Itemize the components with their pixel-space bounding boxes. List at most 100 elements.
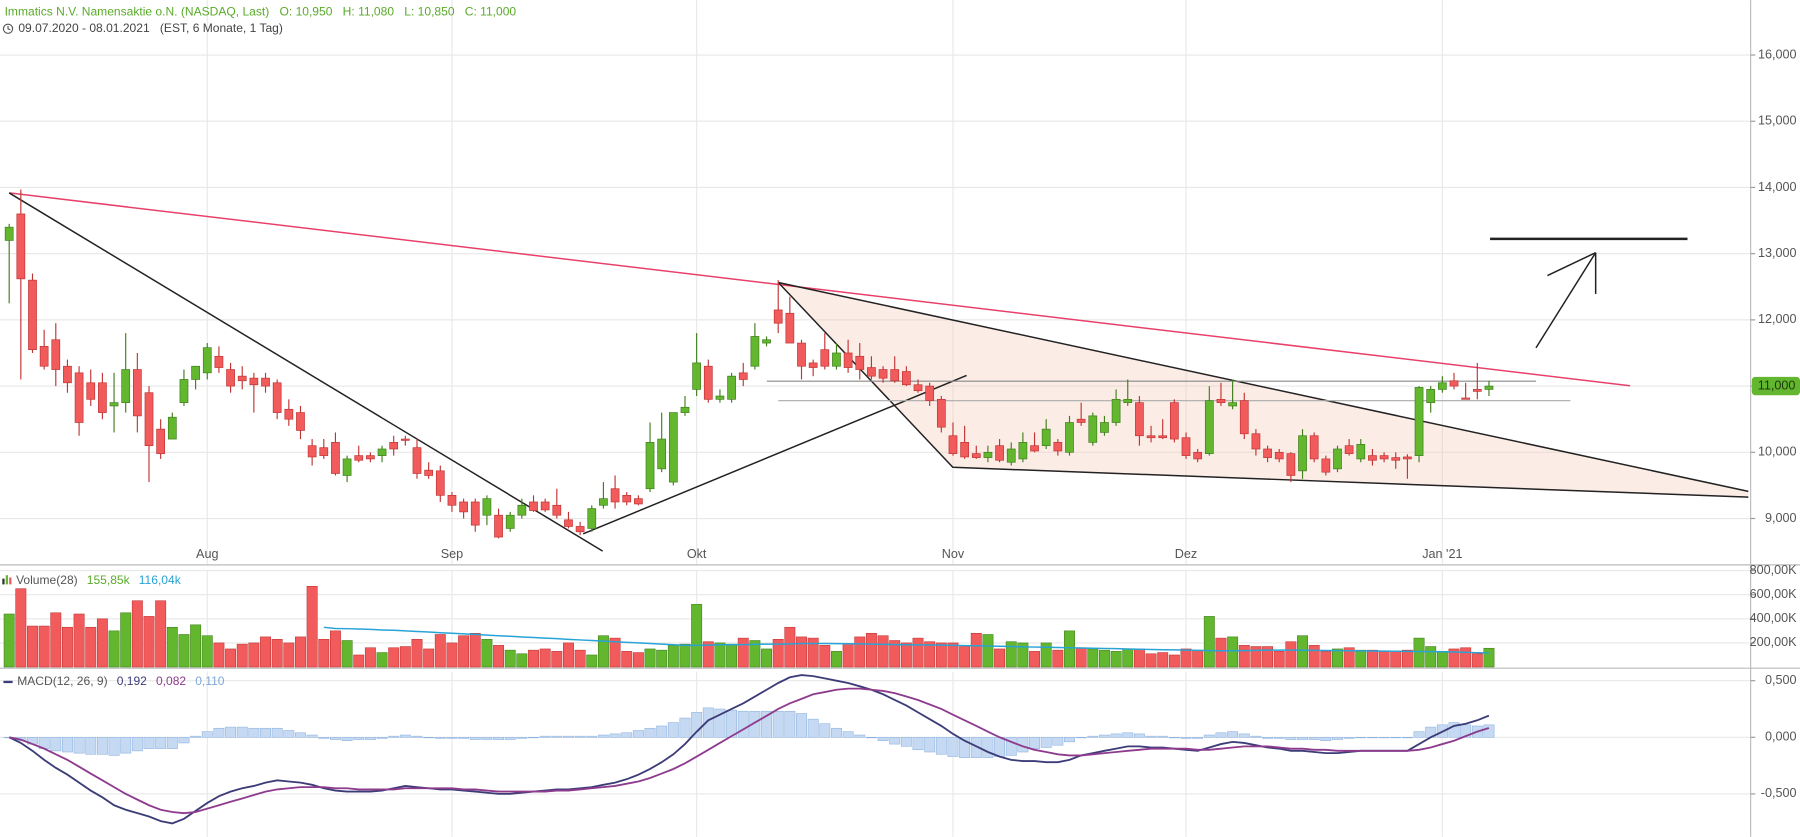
candle-body — [855, 355, 865, 370]
candle-body — [529, 501, 538, 511]
volume-bar — [1297, 635, 1308, 668]
volume-bar — [749, 640, 761, 668]
candle-body — [191, 365, 200, 380]
volume-bar — [108, 630, 120, 668]
candle-body — [948, 435, 958, 454]
volume-bar — [1215, 637, 1227, 668]
macd-histogram-bar — [1390, 737, 1402, 739]
candle-body — [156, 428, 166, 454]
trend-line — [9, 192, 1631, 387]
candle-body — [785, 312, 795, 344]
volume-bar — [155, 600, 167, 668]
macd-histogram-bar — [947, 737, 959, 757]
candle-body — [936, 398, 946, 428]
candle-body — [319, 447, 329, 456]
candle-body — [1263, 448, 1272, 458]
macd-histogram-bar — [376, 737, 388, 739]
macd-histogram-bar — [772, 710, 784, 738]
volume-bar — [1460, 647, 1472, 668]
candle-body — [1368, 455, 1377, 461]
volume-value: 155,85k — [87, 573, 131, 587]
candle-body — [179, 379, 189, 403]
candle-body — [39, 346, 49, 367]
candle-body — [1333, 448, 1342, 470]
candle-body — [1449, 380, 1459, 387]
candle-body — [63, 365, 72, 384]
macd-histogram-bar — [1040, 737, 1052, 748]
macd-histogram-bar — [85, 737, 97, 755]
volume-bar — [1017, 642, 1029, 668]
candle-body — [1321, 458, 1331, 473]
macd-histogram-bar — [1133, 733, 1145, 738]
volume-bar — [831, 651, 842, 668]
volume-bar — [714, 642, 726, 668]
candle-body — [1123, 398, 1133, 403]
macd-histogram-bar — [1355, 737, 1367, 739]
volume-bar — [842, 643, 854, 668]
volume-bar — [784, 626, 796, 668]
y-tick-label: 12,000 — [1758, 312, 1797, 326]
volume-bar — [3, 613, 15, 668]
y-tick-label: 9,000 — [1765, 511, 1797, 525]
candle-body — [692, 362, 702, 390]
macd-histogram-bar — [329, 737, 341, 740]
macd-histogram-bar — [61, 737, 73, 753]
ohlc: H: 11,080 — [343, 5, 395, 19]
volume-bar — [889, 640, 901, 668]
candle-body — [1041, 428, 1051, 447]
macd-histogram-bar — [481, 737, 493, 740]
candle-body — [1391, 457, 1401, 461]
macd-histogram-bar — [877, 737, 889, 741]
candle-body — [400, 438, 410, 441]
volume-bar — [1343, 647, 1355, 668]
clock-icon — [7, 25, 11, 31]
macd-histogram-bar — [796, 713, 807, 738]
x-tick-label: Okt — [687, 547, 707, 561]
macd-histogram-bar — [1087, 735, 1099, 738]
candle-body — [342, 458, 352, 476]
macd-histogram-bar — [108, 737, 120, 756]
volume-bar — [1180, 648, 1192, 668]
macd-histogram-bar — [96, 737, 108, 755]
macd-histogram-bar — [1098, 734, 1110, 738]
candle-body — [307, 445, 317, 458]
volume-bar — [854, 636, 866, 668]
volume-bar — [959, 646, 971, 668]
x-tick-label: Sep — [441, 547, 463, 561]
volume-bar — [236, 643, 248, 668]
candle-body — [214, 355, 224, 368]
volume-bar — [807, 637, 819, 668]
last-price-marker — [1751, 376, 1800, 396]
candle-body — [284, 408, 294, 420]
macd-title: MACD(12, 26, 9) — [17, 674, 107, 688]
macd-value: 0,192 — [117, 674, 147, 688]
candle-body — [517, 504, 527, 516]
volume-bar — [27, 625, 38, 668]
date-range: 09.07.2020 - 08.01.2021 — [18, 21, 150, 35]
macd-histogram-bar — [1285, 737, 1297, 740]
volume-bar — [924, 641, 936, 668]
volume-bar — [1098, 649, 1110, 668]
candle-body — [144, 392, 154, 447]
volume-bar — [1332, 648, 1343, 668]
volume-bar — [1355, 649, 1367, 668]
macd-histogram-bar — [295, 732, 306, 738]
macd-histogram-bar — [935, 737, 947, 755]
candle-body — [1204, 400, 1214, 454]
signal-value: 0,082 — [156, 674, 186, 688]
candle-body — [74, 372, 84, 423]
macd-histogram-bar — [353, 737, 365, 740]
macd-histogram-bar — [1250, 735, 1262, 738]
candle-body — [1274, 451, 1284, 460]
volume-bar — [399, 646, 411, 668]
candle-body — [1170, 402, 1179, 440]
candle-body — [412, 447, 422, 474]
volume-bar — [1145, 653, 1157, 668]
icon — [2, 578, 5, 585]
volume-bar — [318, 639, 330, 668]
title: Immatics N.V. Namensaktie o.N. (NASDAQ, … — [5, 5, 270, 19]
candle-body — [1006, 448, 1016, 463]
volume-ma-line — [323, 626, 1489, 654]
volume-bar — [295, 636, 306, 668]
y-tick-label: 0,000 — [1765, 730, 1797, 744]
